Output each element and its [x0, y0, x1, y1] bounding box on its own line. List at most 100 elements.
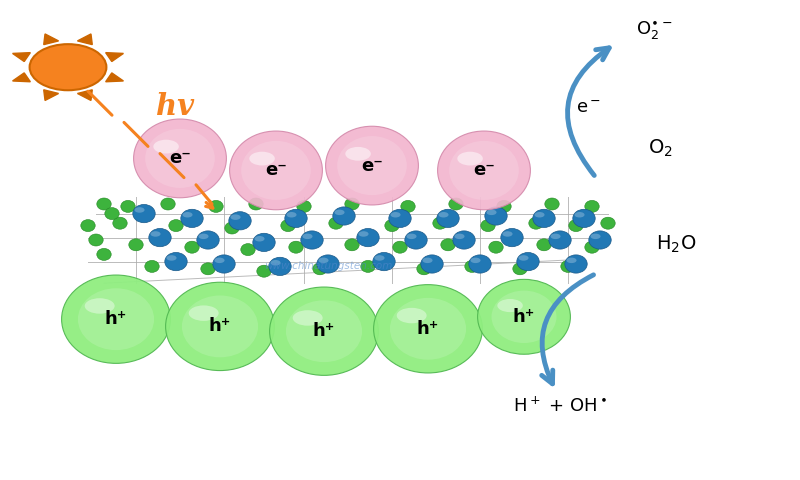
Ellipse shape [105, 207, 119, 219]
Ellipse shape [537, 239, 551, 251]
Ellipse shape [422, 258, 433, 263]
Ellipse shape [161, 198, 175, 210]
Ellipse shape [517, 252, 539, 271]
Ellipse shape [317, 255, 339, 273]
Ellipse shape [134, 207, 145, 213]
Ellipse shape [405, 231, 427, 249]
Ellipse shape [145, 260, 159, 273]
Ellipse shape [293, 310, 322, 325]
Text: H$^+$ + OH$^\bullet$: H$^+$ + OH$^\bullet$ [513, 396, 607, 415]
Polygon shape [44, 34, 58, 45]
Ellipse shape [146, 129, 214, 188]
Ellipse shape [166, 255, 177, 261]
Ellipse shape [270, 260, 281, 265]
Ellipse shape [433, 217, 447, 229]
Ellipse shape [357, 228, 379, 247]
Ellipse shape [334, 210, 345, 215]
Ellipse shape [346, 147, 371, 161]
Ellipse shape [285, 209, 307, 228]
Ellipse shape [491, 290, 557, 343]
Ellipse shape [441, 239, 455, 251]
Ellipse shape [406, 234, 417, 239]
Ellipse shape [374, 285, 482, 373]
Text: O$_2$: O$_2$ [648, 138, 673, 159]
Text: e⁻: e⁻ [169, 149, 191, 168]
Ellipse shape [590, 234, 601, 239]
Ellipse shape [286, 300, 362, 362]
Ellipse shape [129, 239, 143, 251]
Ellipse shape [185, 241, 199, 253]
Ellipse shape [313, 263, 327, 275]
Ellipse shape [209, 201, 223, 213]
Ellipse shape [469, 255, 491, 273]
Text: h⁺: h⁺ [513, 308, 535, 326]
Polygon shape [13, 73, 30, 82]
Ellipse shape [62, 275, 170, 363]
Ellipse shape [254, 236, 265, 241]
Ellipse shape [269, 257, 291, 276]
Ellipse shape [529, 217, 543, 229]
Ellipse shape [454, 234, 465, 239]
Ellipse shape [230, 215, 241, 220]
Ellipse shape [189, 305, 218, 321]
Ellipse shape [250, 152, 275, 166]
Ellipse shape [214, 258, 225, 263]
Ellipse shape [374, 255, 385, 261]
Ellipse shape [465, 260, 479, 273]
Text: h⁺: h⁺ [105, 310, 127, 328]
Ellipse shape [497, 201, 511, 213]
Ellipse shape [390, 212, 401, 217]
Ellipse shape [534, 212, 545, 217]
Polygon shape [106, 73, 123, 82]
Ellipse shape [241, 244, 255, 255]
Ellipse shape [121, 201, 135, 213]
Ellipse shape [113, 217, 127, 229]
Ellipse shape [229, 212, 251, 230]
Text: e⁻: e⁻ [473, 161, 495, 180]
Ellipse shape [501, 228, 523, 247]
Ellipse shape [550, 234, 561, 239]
Polygon shape [78, 34, 92, 45]
Ellipse shape [249, 198, 263, 210]
Ellipse shape [257, 265, 271, 277]
Text: hv: hv [156, 92, 194, 121]
Ellipse shape [154, 140, 179, 154]
Ellipse shape [169, 220, 183, 232]
Ellipse shape [566, 258, 577, 263]
Ellipse shape [498, 299, 523, 312]
Ellipse shape [437, 209, 459, 228]
Ellipse shape [270, 287, 378, 375]
Ellipse shape [230, 131, 322, 210]
Ellipse shape [225, 222, 239, 234]
Ellipse shape [181, 209, 203, 228]
Ellipse shape [569, 220, 583, 232]
Ellipse shape [561, 260, 575, 273]
Ellipse shape [253, 233, 275, 252]
Polygon shape [13, 53, 30, 61]
Text: H$_2$O: H$_2$O [656, 234, 696, 255]
Ellipse shape [589, 231, 611, 249]
Ellipse shape [390, 298, 466, 360]
Ellipse shape [338, 136, 407, 195]
Ellipse shape [438, 131, 530, 210]
Ellipse shape [502, 231, 513, 237]
Ellipse shape [89, 234, 103, 246]
Ellipse shape [486, 210, 497, 215]
Text: e⁻: e⁻ [265, 161, 287, 180]
Ellipse shape [286, 212, 297, 217]
Ellipse shape [242, 141, 310, 200]
Ellipse shape [533, 209, 555, 228]
Ellipse shape [601, 217, 615, 229]
Ellipse shape [97, 249, 111, 260]
Ellipse shape [301, 231, 323, 249]
Ellipse shape [198, 234, 209, 239]
Ellipse shape [333, 207, 355, 225]
Ellipse shape [149, 228, 171, 247]
Polygon shape [44, 90, 58, 100]
Text: h⁺: h⁺ [313, 322, 335, 340]
Ellipse shape [133, 204, 155, 223]
Ellipse shape [329, 217, 343, 229]
Text: e⁻: e⁻ [361, 156, 383, 175]
Ellipse shape [318, 258, 329, 263]
Ellipse shape [565, 255, 587, 273]
